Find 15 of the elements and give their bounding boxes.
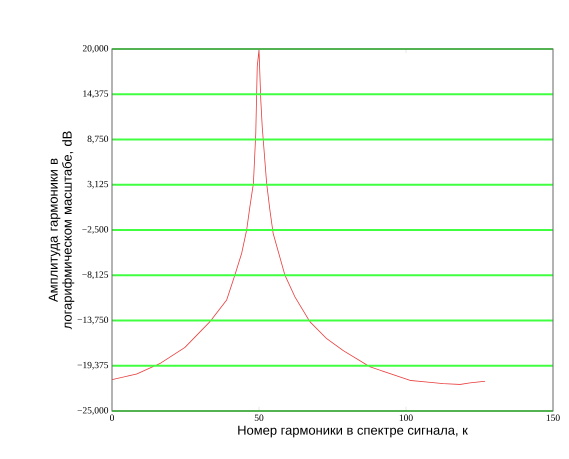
y-tick-label: −8,125 bbox=[82, 271, 108, 280]
y-tick-label: 8,750 bbox=[88, 136, 108, 144]
x-tick-label: 100 bbox=[400, 414, 413, 421]
x-tick-label: 150 bbox=[546, 414, 560, 421]
y-tick-label: −25,000 bbox=[78, 407, 108, 415]
y-tick-label: −2,500 bbox=[82, 226, 108, 234]
x-tick-label: 50 bbox=[254, 414, 264, 421]
x-tick-label: 0 bbox=[110, 414, 114, 421]
y-tick-label: 3,125 bbox=[88, 180, 108, 189]
x-axis-title: Номер гармоники в спектре сигнала, к bbox=[238, 426, 468, 438]
y-tick-label: −13,750 bbox=[78, 316, 108, 324]
y-axis-title: Амплитуда гармоники в логарифмическом масштабе, dB bbox=[48, 131, 74, 330]
y-tick-label: 14,375 bbox=[83, 90, 108, 98]
y-tick-label: 20,000 bbox=[82, 45, 108, 53]
y-tick-label: −19,375 bbox=[78, 362, 108, 370]
